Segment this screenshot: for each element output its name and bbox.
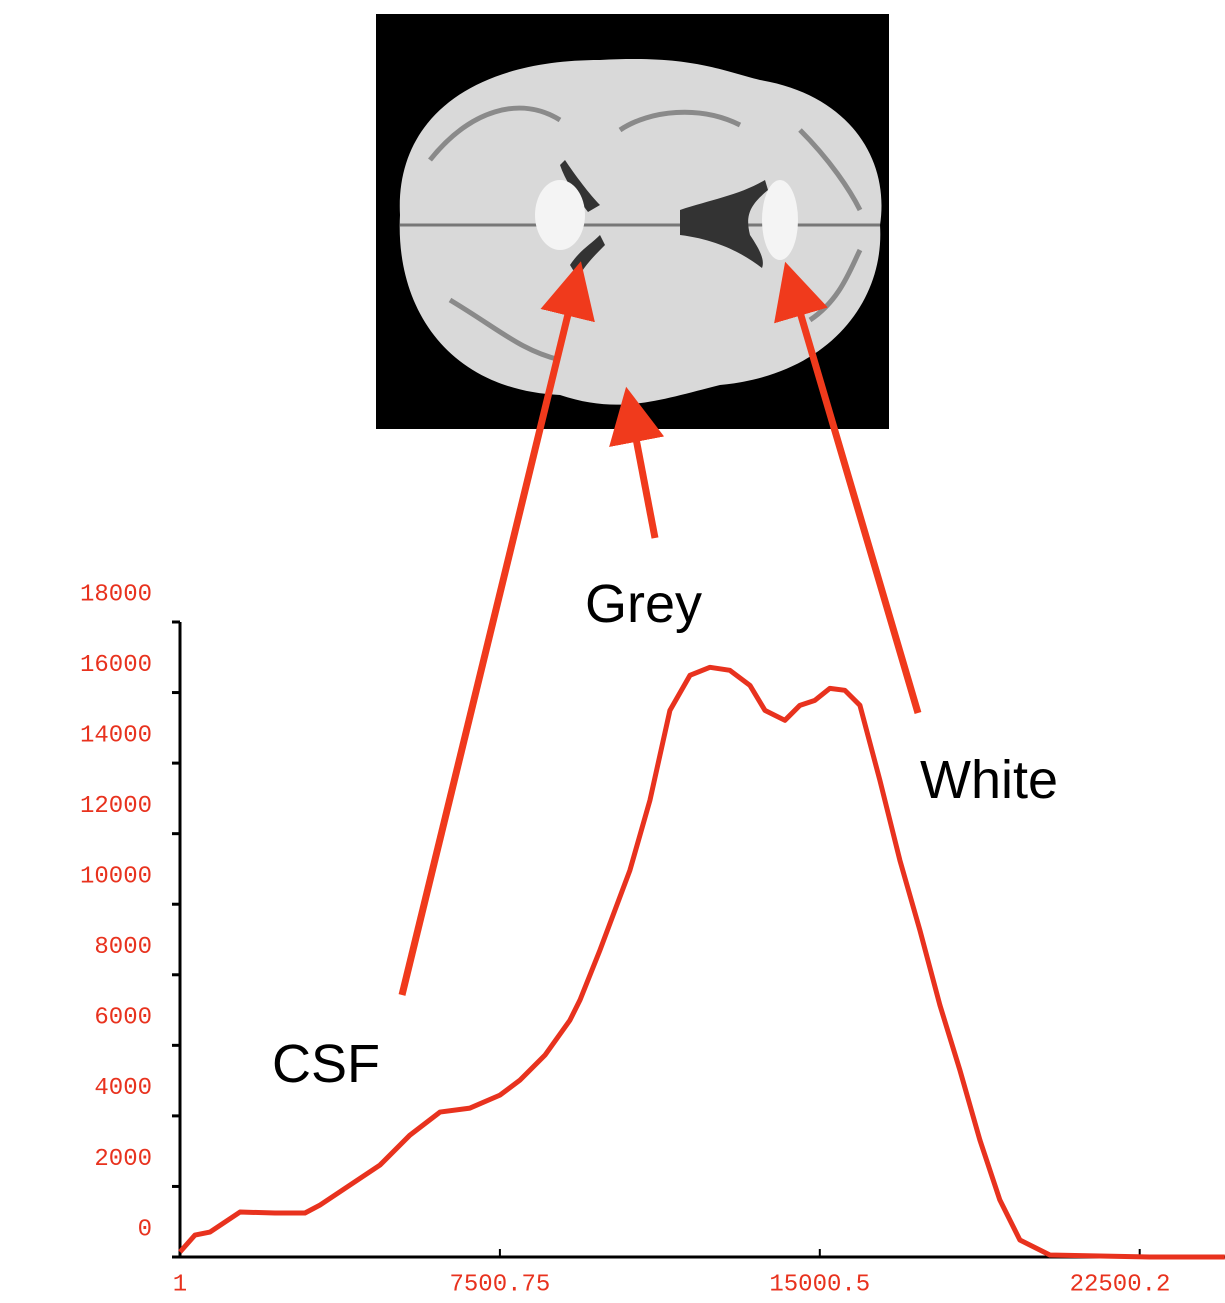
y-tick-label: 6000 bbox=[94, 1005, 152, 1032]
annotation: White bbox=[920, 750, 1058, 810]
y-tick-label: 2000 bbox=[94, 1146, 152, 1173]
y-tick-label: 12000 bbox=[80, 793, 152, 820]
x-tick-label: 7500.75 bbox=[449, 1271, 550, 1298]
y-tick-label: 10000 bbox=[80, 864, 152, 891]
y-tick-label: 0 bbox=[138, 1216, 152, 1243]
annotation: CSF bbox=[272, 1034, 380, 1094]
y-tick-label: 4000 bbox=[94, 1075, 152, 1102]
x-tick-label: 1 bbox=[173, 1271, 187, 1298]
chart: CSF Grey White 0 2000 4000 6000 8000 10000 120… bbox=[0, 0, 1225, 1303]
data-line bbox=[180, 667, 1225, 1257]
y-tick-label: 16000 bbox=[80, 652, 152, 679]
x-tick-label: 22500.2 bbox=[1070, 1271, 1171, 1298]
brain-image bbox=[376, 14, 889, 429]
x-tick-label: 15000.5 bbox=[769, 1271, 870, 1298]
y-tick-label: 8000 bbox=[94, 934, 152, 961]
y-tick-label: 18000 bbox=[80, 581, 152, 608]
annotation: Grey bbox=[585, 574, 702, 634]
y-tick-label: 14000 bbox=[80, 722, 152, 749]
